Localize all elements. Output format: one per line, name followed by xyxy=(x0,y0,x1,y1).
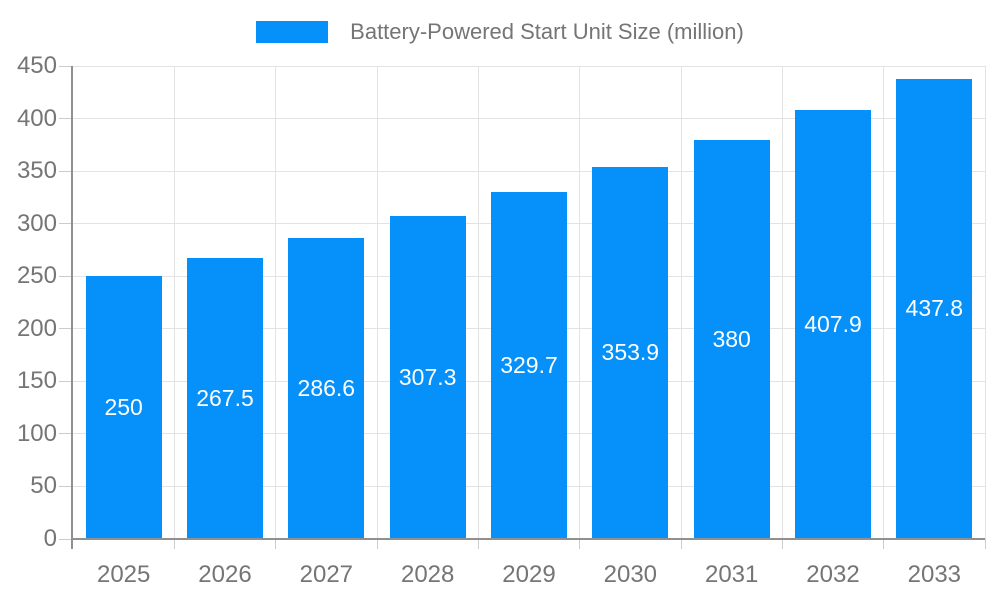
x-axis-label: 2025 xyxy=(96,561,151,588)
bar-value-label: 380 xyxy=(712,325,751,352)
y-tick xyxy=(59,538,73,540)
bar-2026[interactable]: 267.5 xyxy=(187,257,263,539)
x-axis-label: 2032 xyxy=(806,561,860,588)
bar-value-label: 307.3 xyxy=(398,363,457,390)
x-gridline xyxy=(173,66,175,539)
y-gridline xyxy=(73,118,985,120)
x-tick xyxy=(173,539,175,549)
x-gridline xyxy=(477,66,479,539)
bar-value-label: 407.9 xyxy=(804,311,862,338)
y-axis-label: 450 xyxy=(16,52,57,79)
y-tick xyxy=(59,380,73,382)
bar-2028[interactable]: 307.3 xyxy=(389,215,466,539)
x-tick xyxy=(781,539,783,549)
y-tick xyxy=(59,118,73,120)
x-gridline xyxy=(680,66,682,539)
x-tick xyxy=(984,539,986,549)
x-gridline xyxy=(984,66,986,539)
y-axis-label: 250 xyxy=(16,262,57,290)
bar-2032[interactable]: 407.9 xyxy=(795,110,871,539)
y-axis-label: 100 xyxy=(16,419,57,447)
x-axis-label: 2033 xyxy=(907,561,962,588)
x-gridline xyxy=(376,66,378,539)
x-tick xyxy=(579,539,581,549)
bar-value-label: 286.6 xyxy=(297,374,356,401)
x-tick xyxy=(680,539,682,549)
x-axis-label: 2031 xyxy=(704,561,759,588)
legend-swatch xyxy=(256,21,329,43)
y-tick xyxy=(59,275,73,277)
bar-2025[interactable]: 250 xyxy=(85,276,162,539)
bar-value-label: 353.9 xyxy=(601,339,660,366)
x-tick xyxy=(883,539,885,549)
y-tick xyxy=(59,170,73,172)
bar-2033[interactable]: 437.8 xyxy=(896,78,973,539)
x-gridline xyxy=(275,66,277,539)
y-axis-label: 0 xyxy=(43,525,57,552)
bar-2031[interactable]: 380 xyxy=(693,139,770,539)
x-gridline xyxy=(579,66,581,539)
bar-2030[interactable]: 353.9 xyxy=(592,167,669,539)
x-axis-label: 2026 xyxy=(198,561,252,588)
y-tick xyxy=(59,328,73,330)
y-axis-label: 400 xyxy=(16,104,57,132)
y-axis-label: 150 xyxy=(16,367,57,395)
x-tick xyxy=(275,539,277,549)
y-gridline xyxy=(73,65,985,67)
x-axis-label: 2028 xyxy=(400,561,455,588)
legend-label: Battery-Powered Start Unit Size (million… xyxy=(350,19,744,44)
y-axis-label: 350 xyxy=(16,157,57,185)
bar-value-label: 267.5 xyxy=(196,384,254,411)
y-tick xyxy=(59,485,73,487)
x-axis-label: 2029 xyxy=(502,561,556,588)
y-axis-label: 50 xyxy=(30,472,57,500)
y-tick xyxy=(59,65,73,67)
y-axis-label: 200 xyxy=(16,314,57,342)
x-tick xyxy=(477,539,479,549)
y-tick xyxy=(59,433,73,435)
bar-value-label: 250 xyxy=(104,394,143,421)
bar-value-label: 437.8 xyxy=(905,295,964,322)
x-gridline xyxy=(781,66,783,539)
y-tick xyxy=(59,223,73,225)
y-axis-line xyxy=(71,66,73,549)
x-axis-label: 2027 xyxy=(299,561,354,588)
x-tick xyxy=(376,539,378,549)
y-axis-label: 300 xyxy=(16,209,57,237)
bar-2027[interactable]: 286.6 xyxy=(288,237,365,539)
bar-2029[interactable]: 329.7 xyxy=(491,192,567,539)
x-gridline xyxy=(883,66,885,539)
bar-value-label: 329.7 xyxy=(500,352,558,379)
x-axis-label: 2030 xyxy=(603,561,658,588)
y-gridline xyxy=(73,170,985,172)
legend[interactable]: Battery-Powered Start Unit Size (million… xyxy=(0,19,1000,44)
x-axis-line xyxy=(71,538,985,540)
